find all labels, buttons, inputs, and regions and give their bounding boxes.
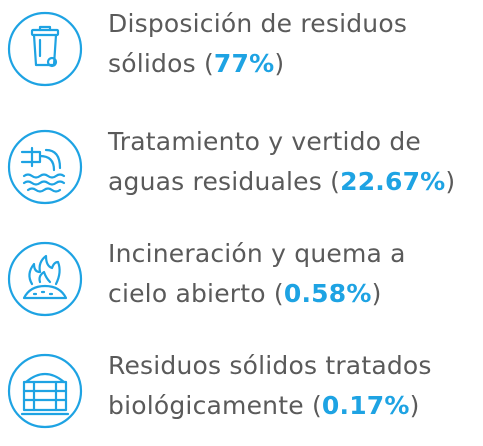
item-line: cielo abierto (0.58%): [108, 274, 406, 314]
item-value: 22.67%: [340, 167, 446, 196]
item-line: Incineración y quema a: [108, 239, 406, 268]
item-end: ): [371, 279, 382, 308]
item-value: 77%: [213, 49, 275, 78]
item-line: Tratamiento y vertido de: [108, 127, 421, 156]
item-line: Disposición de residuos: [108, 9, 408, 38]
item-line: biológicamente (0.17%): [108, 386, 432, 426]
item-label: cielo abierto (: [108, 279, 284, 308]
icon-bin: [7, 11, 83, 87]
item-end: ): [274, 49, 285, 78]
icon-compost: [7, 353, 83, 429]
item-line: Residuos sólidos tratados: [108, 351, 432, 380]
icon-water: [7, 129, 83, 205]
item-label: biológicamente (: [108, 391, 322, 420]
infographic: Disposición de residuos sólidos (77%) Tr…: [0, 4, 483, 429]
item: Tratamiento y vertido de aguas residuale…: [0, 122, 483, 222]
item-text: Incineración y quema a cielo abierto (0.…: [108, 234, 406, 314]
item-text: Disposición de residuos sólidos (77%): [108, 4, 407, 84]
item-end: ): [409, 391, 420, 420]
item: Incineración y quema a cielo abierto (0.…: [0, 234, 483, 334]
item-value: 0.17%: [321, 391, 410, 420]
icon-fire: [7, 241, 83, 317]
item-text: Residuos sólidos tratados biológicamente…: [108, 346, 432, 426]
item-label: sólidos (: [108, 49, 214, 78]
item-label: aguas residuales (: [108, 167, 341, 196]
item: Residuos sólidos tratados biológicamente…: [0, 346, 483, 446]
item-text: Tratamiento y vertido de aguas residuale…: [108, 122, 455, 202]
item-end: ): [445, 167, 456, 196]
item: Disposición de residuos sólidos (77%): [0, 4, 483, 104]
item-line: aguas residuales (22.67%): [108, 162, 455, 202]
item-line: sólidos (77%): [108, 44, 407, 84]
item-value: 0.58%: [283, 279, 372, 308]
